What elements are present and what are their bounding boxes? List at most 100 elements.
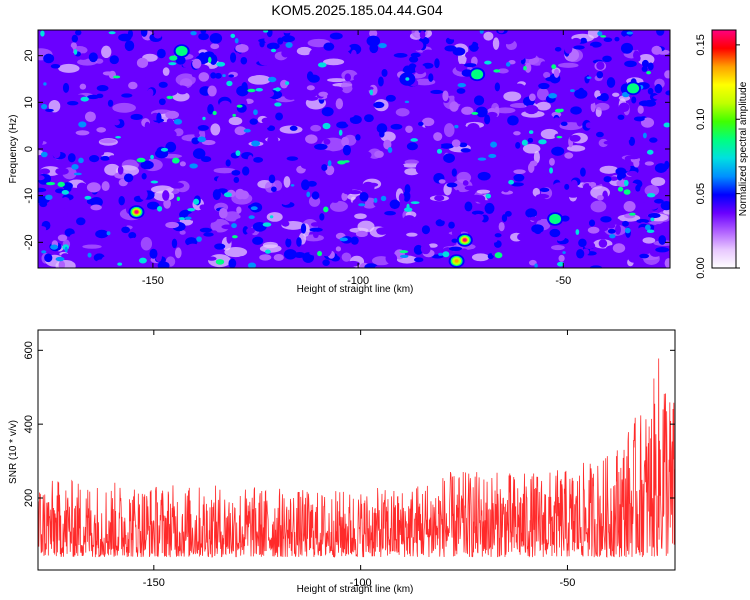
heatmap-low-cell xyxy=(340,80,353,94)
heatmap-cell xyxy=(62,127,68,136)
heatmap-cell xyxy=(357,152,363,163)
heatmap-cell xyxy=(111,236,118,246)
heatmap-cell xyxy=(327,176,334,187)
heatmap-cell xyxy=(436,148,443,154)
heatmap-cell xyxy=(398,193,405,203)
heatmap-cell xyxy=(626,170,638,177)
heatmap-cell xyxy=(529,160,538,167)
heatmap-cell xyxy=(293,96,301,101)
heatmap-cell xyxy=(311,191,320,200)
heatmap-cell xyxy=(587,165,599,175)
heatmap-cell xyxy=(156,112,162,124)
heatmap-cell xyxy=(318,91,329,97)
heatmap-y-tick-label: -10 xyxy=(23,188,35,204)
heatmap-cell xyxy=(406,142,418,151)
heatmap-low-cell xyxy=(266,212,283,222)
heatmap-cell xyxy=(433,132,443,141)
heatmap-cell xyxy=(379,130,385,138)
heatmap-cell xyxy=(539,250,547,257)
heatmap-cell xyxy=(71,34,79,43)
heatmap-cell xyxy=(443,153,455,163)
snr-panel: -150 -100 -50 200 400 600 Height of straight… xyxy=(8,329,676,595)
heatmap-cell xyxy=(366,216,373,222)
heatmap-cell xyxy=(103,260,116,266)
heatmap-cell xyxy=(260,158,272,165)
heatmap-cell xyxy=(614,224,621,235)
heatmap-cell xyxy=(465,36,473,46)
heatmap-cell xyxy=(477,171,491,181)
heatmap-cell xyxy=(629,212,636,216)
heatmap-cell xyxy=(314,143,328,150)
heatmap-cell xyxy=(393,240,405,248)
heatmap-cell xyxy=(614,36,620,42)
heatmap-cell xyxy=(528,130,534,134)
heatmap-cell xyxy=(80,228,90,239)
heatmap-cell xyxy=(654,163,668,173)
heatmap-cell xyxy=(84,163,96,169)
heatmap-cell xyxy=(615,218,621,225)
heatmap-cell xyxy=(207,85,217,97)
heatmap-cell xyxy=(179,161,186,167)
heatmap-low-cell xyxy=(495,107,516,114)
heatmap-cell xyxy=(248,215,255,220)
heatmap-cell xyxy=(262,222,272,227)
heatmap-cell xyxy=(329,86,341,98)
heatmap-cell xyxy=(216,176,226,185)
heatmap-cell xyxy=(369,89,374,96)
heatmap-cell xyxy=(664,70,670,79)
heatmap-cell xyxy=(259,122,270,129)
heatmap-cell xyxy=(570,106,582,115)
heatmap-cell xyxy=(576,249,585,259)
heatmap-cell xyxy=(325,165,335,176)
heatmap-cell xyxy=(501,214,508,222)
heatmap-cell xyxy=(120,221,128,227)
heatmap-hotspot xyxy=(462,238,467,242)
snr-series-line xyxy=(38,358,675,558)
heatmap-low-cell xyxy=(471,253,490,262)
heatmap-y-axis-label: Frequency (Hz) xyxy=(8,115,19,184)
heatmap-low-cell xyxy=(599,165,619,174)
heatmap-cell xyxy=(449,101,459,112)
heatmap-cell xyxy=(45,194,53,201)
heatmap-hotspot xyxy=(553,217,558,221)
heatmap-cell xyxy=(50,64,61,69)
heatmap-cell xyxy=(166,95,174,100)
heatmap-cell xyxy=(649,137,658,143)
heatmap-cell xyxy=(83,177,93,184)
heatmap-cell xyxy=(402,215,416,227)
heatmap-cell xyxy=(583,241,596,250)
heatmap-cell xyxy=(485,193,492,199)
heatmap-cell xyxy=(414,64,426,75)
heatmap-cell xyxy=(121,226,131,234)
heatmap-cell xyxy=(559,108,564,112)
heatmap-cell xyxy=(340,30,355,34)
heatmap-low-cell xyxy=(644,185,660,196)
heatmap-cell xyxy=(113,119,120,126)
heatmap-cell xyxy=(185,113,200,123)
heatmap-cell xyxy=(236,85,249,97)
heatmap-cell xyxy=(96,85,109,92)
heatmap-cell xyxy=(159,230,167,236)
heatmap-cell xyxy=(88,52,98,63)
heatmap-cell xyxy=(39,168,51,175)
heatmap-cell xyxy=(663,141,670,153)
heatmap-cell xyxy=(309,227,323,232)
heatmap-cell xyxy=(128,81,138,90)
heatmap-cell xyxy=(554,46,562,52)
heatmap-cell xyxy=(61,253,70,259)
heatmap-cell xyxy=(67,100,79,106)
heatmap-cell xyxy=(67,209,77,221)
heatmap-cell xyxy=(464,185,476,191)
heatmap-cell xyxy=(545,76,556,82)
heatmap-cell xyxy=(115,135,121,139)
heatmap-hotspot xyxy=(454,259,459,263)
heatmap-cell xyxy=(457,82,467,88)
heatmap-cell xyxy=(622,220,629,227)
heatmap-low-cell xyxy=(210,123,221,136)
heatmap-cell xyxy=(390,123,403,130)
heatmap-cell xyxy=(158,98,166,106)
heatmap-cell xyxy=(612,243,626,253)
heatmap-cell xyxy=(465,51,476,60)
snr-y-ticks: 200 400 600 xyxy=(23,341,675,507)
heatmap-cell xyxy=(226,232,232,244)
